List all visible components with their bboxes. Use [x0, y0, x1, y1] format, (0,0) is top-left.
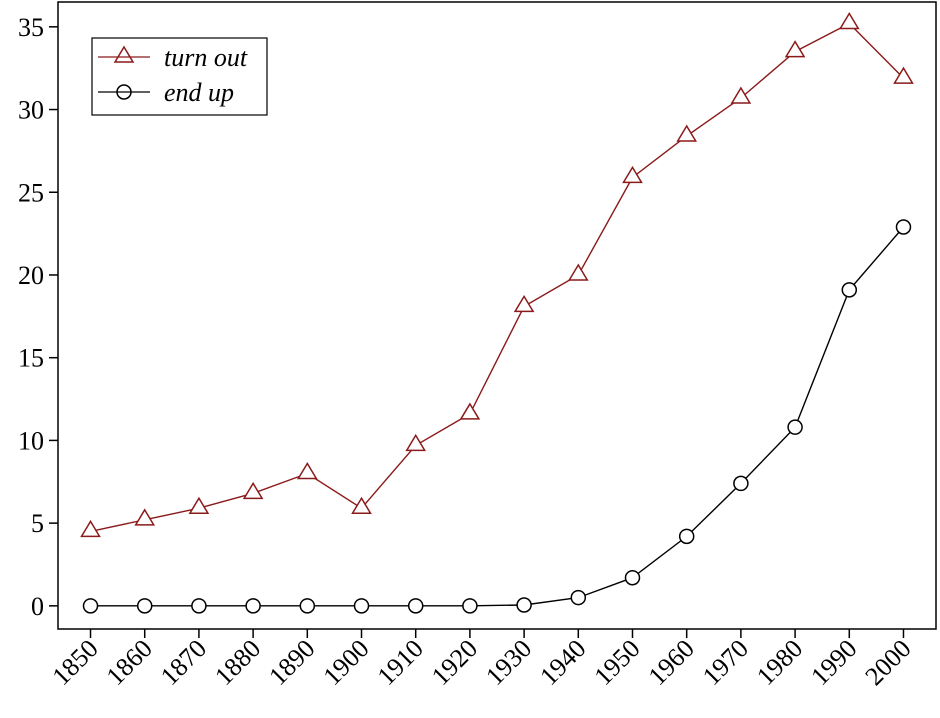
x-tick-label: 1880 — [209, 634, 266, 691]
x-axis: 1850186018701880189019001910192019301940… — [46, 629, 917, 691]
x-tick-label: 1960 — [643, 634, 700, 691]
data-point-circle — [624, 569, 641, 586]
x-tick-label: 1930 — [480, 634, 537, 691]
data-point-triangle — [784, 40, 806, 58]
data-point-circle — [895, 219, 912, 235]
y-tick-label: 10 — [18, 426, 44, 455]
series-line — [90, 22, 904, 533]
x-tick-label: 1940 — [534, 634, 591, 691]
y-tick-label: 5 — [31, 509, 44, 538]
x-tick-label: 1860 — [101, 634, 158, 691]
x-tick-label: 1990 — [805, 634, 862, 691]
legend: turn out end up — [91, 37, 268, 116]
x-tick-label: 1850 — [46, 634, 103, 691]
legend-circle-marker — [116, 84, 132, 100]
series-1 — [82, 219, 912, 614]
data-point-circle — [245, 598, 261, 614]
data-point-triangle — [242, 481, 264, 500]
legend-label-turn-out: turn out — [164, 43, 248, 72]
data-point-circle — [299, 598, 316, 614]
legend-label-end-up: end up — [164, 78, 234, 107]
data-point-circle — [733, 475, 749, 492]
data-point-triangle — [513, 294, 535, 313]
y-tick-label: 30 — [18, 96, 44, 125]
data-point-triangle — [838, 12, 860, 30]
data-point-triangle — [730, 86, 752, 104]
y-tick-label: 0 — [31, 592, 44, 621]
x-tick-label: 1910 — [372, 634, 429, 691]
data-point-circle — [407, 598, 424, 614]
data-point-circle — [570, 589, 587, 606]
x-tick-label: 1980 — [751, 634, 808, 691]
y-tick-label: 20 — [18, 261, 44, 290]
x-tick-label: 2000 — [859, 634, 916, 691]
data-point-triangle — [188, 496, 210, 514]
data-point-triangle — [134, 508, 156, 526]
data-point-circle — [841, 282, 858, 298]
data-point-triangle — [622, 165, 643, 184]
data-point-triangle — [351, 496, 372, 514]
y-tick-label: 25 — [18, 178, 44, 207]
y-tick-label: 35 — [18, 13, 44, 42]
data-point-circle — [787, 419, 803, 435]
plot-frame — [57, 1, 937, 630]
data-point-triangle — [676, 124, 698, 142]
data-point-triangle — [459, 402, 481, 420]
legend-triangle-marker — [113, 45, 135, 63]
y-tick-label: 15 — [18, 344, 44, 373]
data-point-triangle — [80, 519, 101, 538]
data-point-triangle — [296, 462, 318, 480]
x-tick-label: 1950 — [588, 634, 645, 691]
series-0 — [80, 12, 914, 538]
x-tick-label: 1970 — [697, 634, 754, 691]
data-point-circle — [353, 598, 370, 614]
data-point-triangle — [893, 66, 914, 84]
data-point-triangle — [567, 263, 589, 281]
data-point-circle — [136, 598, 153, 614]
data-point-circle — [678, 528, 695, 545]
y-axis: 0 5 10 15 20 25 30 35 — [18, 13, 58, 621]
x-tick-label: 1900 — [317, 634, 374, 691]
x-tick-label: 1890 — [263, 634, 320, 691]
data-point-triangle — [405, 433, 427, 452]
data-point-circle — [191, 598, 207, 614]
data-point-circle — [516, 597, 532, 613]
series-layer — [80, 12, 914, 614]
data-point-circle — [82, 598, 99, 614]
x-tick-label: 1920 — [426, 634, 483, 691]
data-point-circle — [462, 598, 478, 614]
series-line — [90, 226, 905, 607]
x-tick-label: 1870 — [155, 634, 212, 691]
